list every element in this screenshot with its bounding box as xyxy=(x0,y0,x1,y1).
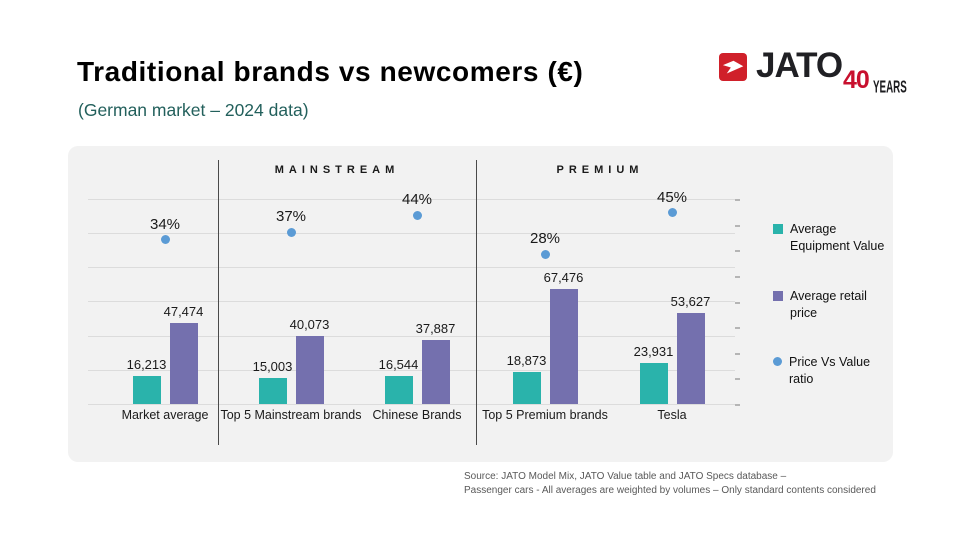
chart-panel: MAINSTREAM PREMIUM 16,213 47,474 34% Market a… xyxy=(68,146,893,462)
jato-logo-text: JATO xyxy=(756,46,843,85)
value-label-retail: 53,627 xyxy=(670,293,711,309)
legend-item-equipment-value: Average Equipment Value xyxy=(773,221,888,255)
value-label-equipment: 18,873 xyxy=(506,352,547,368)
value-label-equipment: 15,003 xyxy=(252,359,293,375)
value-label-retail: 67,476 xyxy=(543,270,584,286)
gridline xyxy=(88,267,735,269)
bar-retail-price xyxy=(169,323,198,404)
page-subtitle: (German market – 2024 data) xyxy=(78,100,309,120)
axis-tick xyxy=(735,327,740,330)
bar-equipment-value xyxy=(512,371,541,404)
source-line-2: Passenger cars - All averages are weight… xyxy=(464,485,876,496)
legend-item-retail-price: Average retail price xyxy=(773,288,888,322)
ratio-label: 44% xyxy=(401,191,433,209)
bar-equipment-value xyxy=(132,376,161,404)
category-label: Top 5 Premium brands xyxy=(482,408,608,422)
axis-tick xyxy=(735,301,740,304)
ratio-dot xyxy=(286,227,296,237)
legend-swatch-retail-price xyxy=(773,291,783,301)
value-label-equipment: 16,544 xyxy=(378,356,419,372)
section-divider xyxy=(218,160,219,445)
bar-equipment-value xyxy=(258,378,287,404)
jato-40-badge: 40 xyxy=(843,66,870,94)
axis-tick xyxy=(735,352,740,355)
ratio-label: 34% xyxy=(149,215,181,233)
gridline xyxy=(88,198,735,200)
gridline xyxy=(88,335,735,337)
legend-swatch-price-vs-value xyxy=(773,357,782,366)
axis-tick xyxy=(735,224,740,227)
gridline xyxy=(88,233,735,235)
bar-retail-price xyxy=(295,335,324,404)
category-label: Market average xyxy=(121,408,209,422)
legend-swatch-equipment-value xyxy=(773,224,783,234)
legend-label-price-vs-value: Price Vs Value ratio xyxy=(789,355,871,386)
value-label-equipment: 23,931 xyxy=(633,344,674,360)
gridline xyxy=(88,369,735,371)
bar-equipment-value xyxy=(639,363,668,404)
chart-plot: MAINSTREAM PREMIUM 16,213 47,474 34% Market a… xyxy=(68,146,893,462)
bar-retail-price xyxy=(421,339,450,404)
source-note: Source: JATO Model Mix, JATO Value table… xyxy=(464,470,876,498)
axis-tick xyxy=(735,404,740,406)
value-label-retail: 40,073 xyxy=(289,316,330,332)
ratio-label: 45% xyxy=(656,188,688,206)
category-label: Top 5 Mainstream brands xyxy=(220,408,362,422)
jato-years-label: YEARS xyxy=(873,76,907,96)
value-label-retail: 47,474 xyxy=(163,304,204,320)
value-label-equipment: 16,213 xyxy=(126,357,167,373)
ratio-label: 28% xyxy=(529,230,561,248)
gridline xyxy=(88,301,735,303)
axis-tick xyxy=(735,250,740,253)
source-line-1: Source: JATO Model Mix, JATO Value table… xyxy=(464,471,787,482)
jato-logo: JATO 40 YEARS xyxy=(712,44,912,100)
value-label-retail: 37,887 xyxy=(415,320,456,336)
category-label: Chinese Brands xyxy=(372,408,462,422)
ratio-dot xyxy=(160,235,170,245)
ratio-dot xyxy=(540,249,550,259)
legend-label-retail-price: Average retail price xyxy=(790,289,867,320)
category-label: Tesla xyxy=(657,408,687,422)
legend-label-equipment-value: Average Equipment Value xyxy=(790,222,885,253)
gridline xyxy=(88,404,735,405)
section-label-premium: PREMIUM xyxy=(556,164,644,176)
section-divider xyxy=(476,160,477,445)
axis-tick xyxy=(735,378,740,381)
ratio-dot xyxy=(412,210,422,220)
bar-retail-price xyxy=(676,312,705,404)
ratio-label: 37% xyxy=(275,208,307,226)
jato-arrow-icon xyxy=(719,53,747,81)
legend-item-price-vs-value: Price Vs Value ratio xyxy=(773,354,888,388)
axis-tick xyxy=(735,199,740,201)
axis-tick xyxy=(735,275,740,278)
section-label-mainstream: MAINSTREAM xyxy=(274,164,400,176)
page-title: Traditional brands vs newcomers (€) xyxy=(77,56,584,87)
bar-retail-price xyxy=(549,289,578,404)
ratio-dot xyxy=(667,208,677,218)
bar-equipment-value xyxy=(384,375,413,404)
